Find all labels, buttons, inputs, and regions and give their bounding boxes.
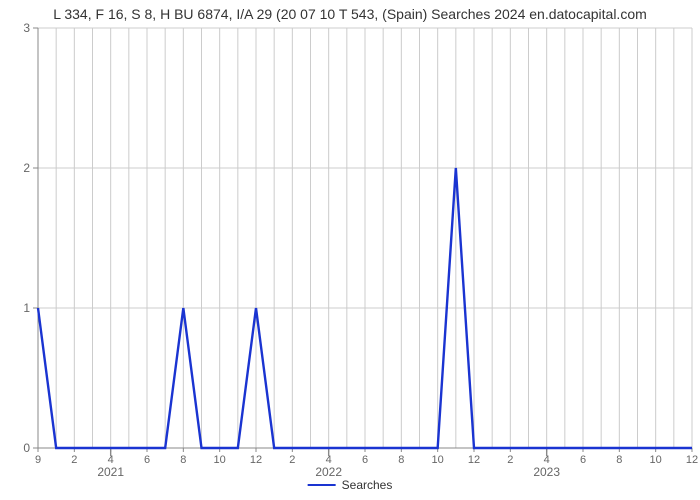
x-minor-label: 12 [468,454,480,466]
x-major-label: 2023 [533,465,560,479]
x-minor-label: 10 [432,454,444,466]
x-minor-label: 6 [144,454,150,466]
x-major-label: 2022 [315,465,342,479]
x-major-label: 2021 [97,465,124,479]
x-minor-label: 2 [71,454,77,466]
line-chart: 0123924681012246810122468101220212022202… [0,0,700,500]
x-minor-label: 10 [650,454,662,466]
y-tick-label: 2 [23,161,30,175]
legend-label: Searches [342,478,393,492]
x-minor-label: 8 [616,454,622,466]
x-minor-label: 6 [580,454,586,466]
legend-swatch [308,484,336,486]
legend: Searches [308,478,393,492]
chart-container: { "chart": { "type": "line", "title": "L… [0,0,700,500]
x-minor-label: 12 [686,454,698,466]
x-minor-label: 8 [398,454,404,466]
x-minor-label: 6 [362,454,368,466]
x-minor-label: 2 [289,454,295,466]
y-tick-label: 0 [23,441,30,455]
x-minor-label: 9 [35,454,41,466]
x-minor-label: 2 [507,454,513,466]
x-minor-label: 10 [214,454,226,466]
x-minor-label: 8 [180,454,186,466]
y-tick-label: 3 [23,21,30,35]
y-tick-label: 1 [23,301,30,315]
x-minor-label: 12 [250,454,262,466]
